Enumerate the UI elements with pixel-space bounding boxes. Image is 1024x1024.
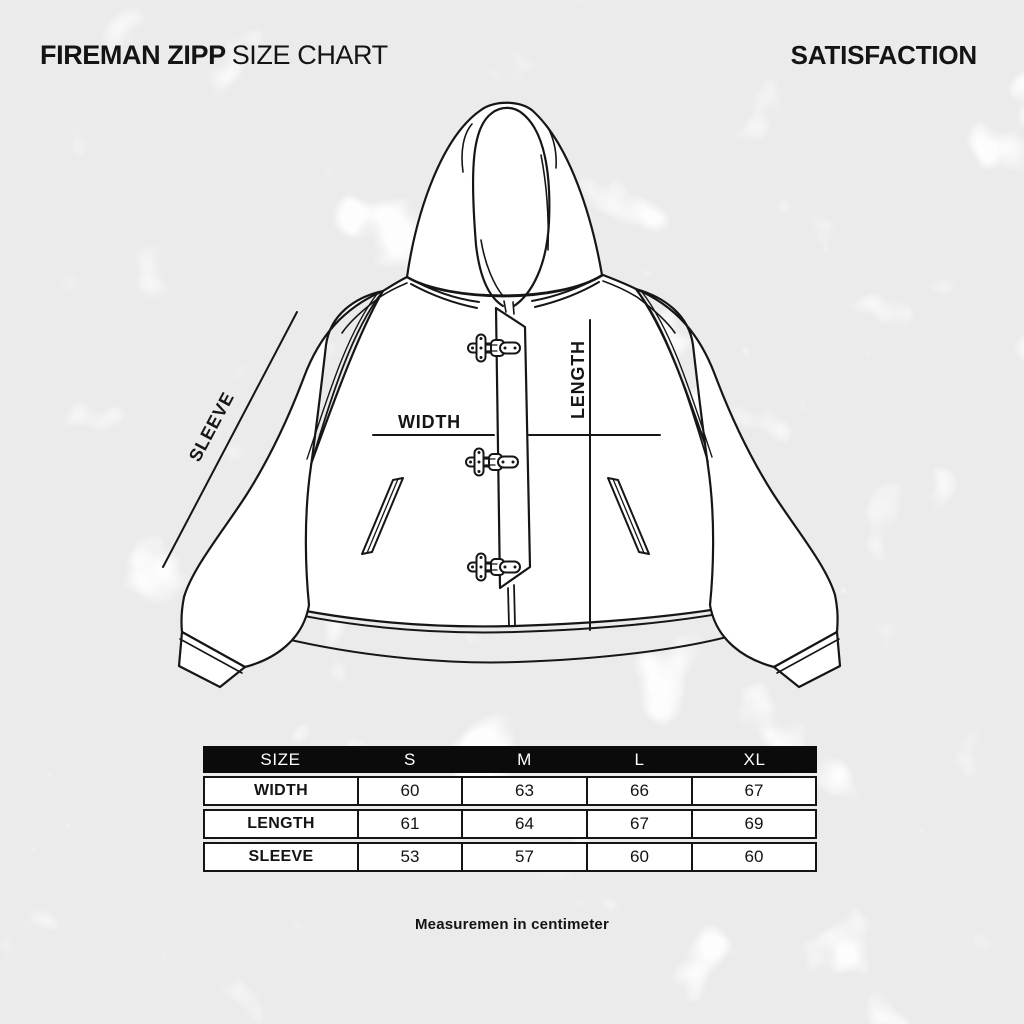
width-m-value: 63 (462, 776, 587, 806)
length-l-value: 67 (587, 809, 692, 839)
row-label-length: LENGTH (203, 809, 358, 839)
left-cuff-seam (179, 638, 243, 674)
sleeve-label: SLEEVE (185, 389, 238, 465)
row-label-sleeve: SLEEVE (203, 842, 358, 872)
hood-creases (461, 123, 557, 297)
right-cuff (772, 630, 842, 689)
page-title: FIREMAN ZIPP SIZE CHART (40, 40, 388, 71)
length-xl-value: 69 (692, 809, 817, 839)
size-table-header-row: SIZE S M L XL (203, 746, 817, 773)
column-header-size: SIZE (203, 746, 358, 773)
right-pocket (607, 477, 650, 555)
width-xl-value: 67 (692, 776, 817, 806)
size-chart-label: SIZE CHART (231, 40, 388, 70)
right-cuff-seam (776, 638, 840, 674)
length-s-value: 61 (358, 809, 462, 839)
measurement-unit-note: Measuremen in centimeter (414, 916, 610, 933)
product-name: FIREMAN ZIPP (40, 40, 226, 70)
collar-seams (341, 274, 676, 334)
column-header-l: L (587, 746, 692, 773)
placket (494, 306, 532, 590)
width-l-value: 66 (587, 776, 692, 806)
sleeve-m-value: 57 (462, 842, 587, 872)
sleeve-l-value: 60 (587, 842, 692, 872)
sleeve-xl-value: 60 (692, 842, 817, 872)
hood (405, 101, 604, 297)
table-row-sleeve: SLEEVE 53 57 60 60 (203, 842, 817, 872)
length-label: LENGTH (568, 340, 588, 419)
table-row-width: WIDTH 60 63 66 67 (203, 776, 817, 806)
left-pocket (361, 477, 404, 555)
brand-logo: SATISFACTION (790, 40, 978, 70)
zipper-neck (503, 300, 515, 315)
table-row-length: LENGTH 61 64 67 69 (203, 809, 817, 839)
sleeve-s-value: 53 (358, 842, 462, 872)
column-header-m: M (462, 746, 587, 773)
masthead: FIREMAN ZIPP SIZE CHART SATISFACTION (40, 40, 977, 71)
width-s-value: 60 (358, 776, 462, 806)
column-header-xl: XL (692, 746, 817, 773)
row-label-width: WIDTH (203, 776, 358, 806)
length-m-value: 64 (462, 809, 587, 839)
left-cuff (177, 630, 247, 689)
width-label: WIDTH (398, 412, 461, 432)
sleeve-line (162, 311, 298, 568)
column-header-s: S (358, 746, 462, 773)
zipper-bottom (507, 584, 516, 627)
size-table: SIZE S M L XL WIDTH 60 63 66 67 LENGTH 6… (203, 743, 817, 875)
